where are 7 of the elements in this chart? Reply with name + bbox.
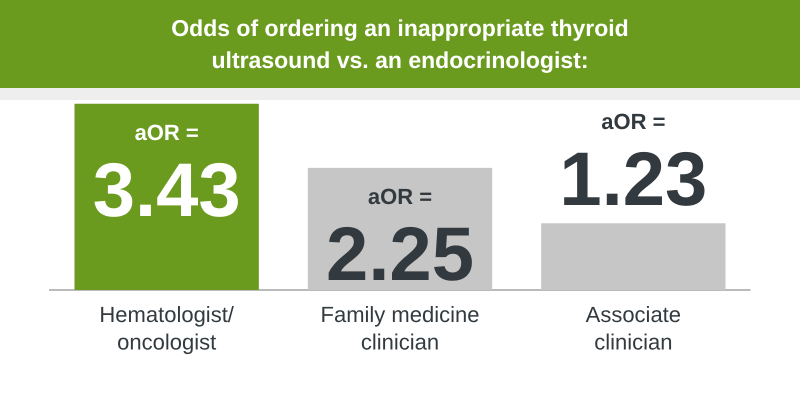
x-tick-label: Family medicine clinician: [320, 302, 480, 354]
chart-title: Odds of ordering an inappropriate thyroid ultrasound vs. an endocrinologist:: [170, 14, 630, 75]
x-tick-label: Hematologist/oncologist: [99, 302, 235, 354]
x-tick-label: Associate clinician: [586, 302, 682, 354]
data-label: aOR = 3.43: [92, 120, 241, 233]
data-label: aOR = 2.25: [326, 184, 474, 297]
data-label: aOR = 1.23: [559, 109, 708, 222]
